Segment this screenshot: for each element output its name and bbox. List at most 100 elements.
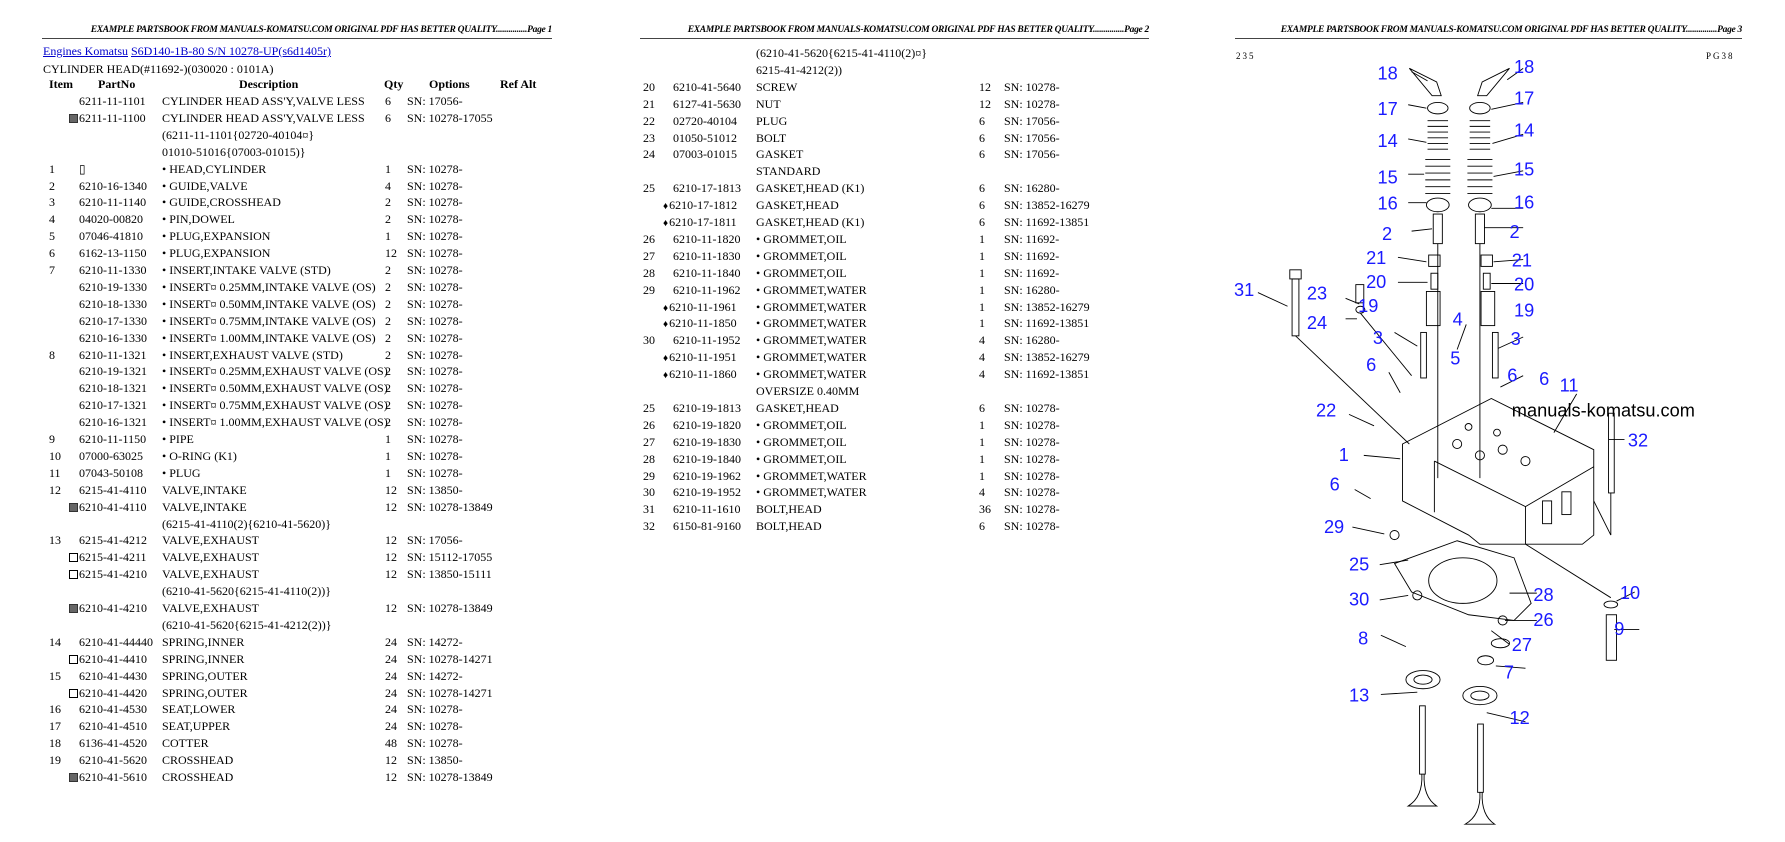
item-number: 27 (643, 248, 655, 264)
description: • INSERT,INTAKE VALVE (STD) (162, 262, 331, 278)
description-text: • INSERT¤ 1.00MM,EXHAUST VALVE (OS) (162, 415, 388, 430)
quantity-text: 1 (979, 316, 985, 331)
part-number: 6150-81-9160 (673, 518, 741, 534)
callout-label: 17 (1514, 89, 1534, 109)
options-text: SN: 10278- (407, 161, 463, 176)
description: VALVE,INTAKE (162, 499, 247, 515)
part-number-text: 6210-41-4510 (79, 719, 147, 734)
col-description: Description (239, 77, 299, 91)
item-number: 11 (49, 465, 61, 481)
quantity: 2 (385, 330, 391, 346)
breadcrumb-link-engines[interactable]: Engines Komatsu (43, 44, 128, 58)
quantity: 1 (979, 299, 985, 315)
quantity: 6 (979, 130, 985, 146)
options-text: SN: 10278- (407, 415, 463, 430)
table-row: 6210-41-4420 SPRING,OUTER 24 SN: 10278-1427… (0, 685, 493, 701)
col-options: Options (429, 77, 470, 91)
description-text: SPRING,OUTER (162, 685, 248, 700)
table-row: 3 6210-11-1140 • GUIDE,CROSSHEAD 2 SN: 10278… (0, 194, 463, 210)
item-number: 28 (643, 265, 655, 281)
description-text: GASKET (756, 147, 804, 162)
options-text: SN: 16280- (1004, 333, 1060, 348)
quantity-text: 24 (385, 668, 397, 683)
diagram-drawing (1257, 67, 1640, 825)
part-number-text: 6210-17-1321 (79, 398, 147, 413)
item-number: 7 (49, 262, 55, 278)
quantity-text: 1 (385, 448, 391, 463)
part-number-text: 6210-11-1840 (673, 265, 741, 280)
part-number: 6210-18-1321 (79, 380, 147, 396)
quantity: 6 (979, 400, 985, 416)
col-qty: Qty (384, 77, 404, 91)
item-number-text: 28 (643, 451, 655, 466)
options: SN: 17056- (407, 93, 463, 109)
item-number-text: 18 (49, 736, 61, 751)
part-number-text: 6210-41-5620 (79, 753, 147, 768)
page-code-right: PG38 (1706, 51, 1735, 61)
table-row: 7 6210-11-1330 • INSERT,INTAKE VALVE (STD)… (0, 262, 463, 278)
part-number: 07046-41810 (79, 228, 143, 244)
table-row: 6215-41-4210 VALVE,EXHAUST 12 SN: 13850-151… (0, 566, 492, 582)
description-text: SEAT,LOWER (162, 702, 236, 717)
part-number-text: 6210-11-1860 (669, 367, 737, 382)
quantity: 6 (385, 93, 391, 109)
part-number-text: 6210-18-1321 (79, 381, 147, 396)
table-row: (6210-41-5620{6215-41-4212(2))} (0, 617, 332, 633)
item-number-text: 32 (643, 519, 655, 534)
table-row: 6211-11-1101 CYLINDER HEAD ASS'Y,VALVE LE… (0, 93, 463, 109)
description-text: GASKET,HEAD (756, 198, 839, 213)
quantity: 12 (385, 499, 397, 515)
description-text: SCREW (756, 79, 798, 94)
callout-label: 18 (1514, 57, 1534, 77)
options-text: SN: 10278- (407, 246, 463, 261)
description: • GROMMET,WATER (756, 332, 867, 348)
description: • GROMMET,OIL (756, 231, 847, 247)
callout-label: 21 (1512, 250, 1532, 270)
part-number-text: 6210-16-1330 (79, 330, 147, 345)
callout-label: 16 (1377, 193, 1397, 213)
table-row: 6215-41-4212(2)) (0, 62, 842, 78)
options: SN: 10278- (407, 194, 463, 210)
item-number: 8 (49, 347, 55, 363)
table-row: 14 6210-41-44440 SPRING,INNER 24 SN: 14272- (0, 634, 463, 650)
part-number-text: 6210-41-4420 (79, 685, 147, 700)
part-number-text: 07043-50108 (79, 465, 143, 480)
shaded-box-marker-icon (69, 113, 78, 123)
quantity: 48 (385, 735, 397, 751)
quantity: 4 (979, 366, 985, 382)
table-row: 31 6210-11-1610 BOLT,HEAD 36 SN: 10278- (0, 501, 1060, 517)
description: • INSERT¤ 0.50MM,EXHAUST VALVE (OS) (162, 380, 388, 396)
quantity-text: 24 (385, 651, 397, 666)
part-number: 6210-41-4420 (69, 685, 147, 701)
item-number: 23 (643, 130, 655, 146)
table-row: 24 07003-01015 GASKET 6 SN: 17056- (0, 146, 1060, 162)
breadcrumb-link-model[interactable]: S6D140-1B-80 S/N 10278-UP(s6d1405r) (131, 44, 332, 58)
table-row: 28 6210-19-1840 • GROMMET,OIL 1 SN: 10278- (0, 451, 1060, 467)
callout-label: 19 (1514, 300, 1534, 320)
description: COTTER (162, 735, 209, 751)
part-number-text: 6210-41-4210 (79, 601, 147, 615)
quantity: 1 (979, 248, 985, 264)
description: VALVE,EXHAUST (162, 600, 259, 616)
description-text: SPRING,INNER (162, 651, 245, 666)
callout-label: 11 (1560, 376, 1579, 396)
quantity-text: 1 (979, 231, 985, 246)
table-row: 6210-19-1330 • INSERT¤ 0.25MM,INTAKE VALV… (0, 279, 463, 295)
options-text: SN: 10278- (407, 398, 463, 413)
quantity-text: 6 (979, 181, 985, 196)
options: SN: 10278- (407, 431, 463, 447)
description: • GROMMET,WATER (756, 282, 867, 298)
description: (6211-11-1101{02720-40104¤} (162, 127, 314, 143)
item-number-text: 13 (49, 533, 61, 548)
quantity-text: 6 (979, 215, 985, 229)
description-text: SPRING,INNER (162, 634, 245, 649)
quantity-text: 12 (385, 567, 397, 582)
options: SN: 16280- (1004, 332, 1060, 348)
quantity: 6 (979, 214, 985, 230)
table-row: 20 6210-41-5640 SCREW 12 SN: 10278- (0, 79, 1060, 95)
options: SN: 11692- (1004, 231, 1059, 247)
options: SN: 11692- (1004, 265, 1059, 281)
quantity-text: 6 (385, 94, 391, 108)
item-number: 12 (49, 482, 61, 498)
part-number-text: 6210-19-1321 (79, 364, 147, 379)
